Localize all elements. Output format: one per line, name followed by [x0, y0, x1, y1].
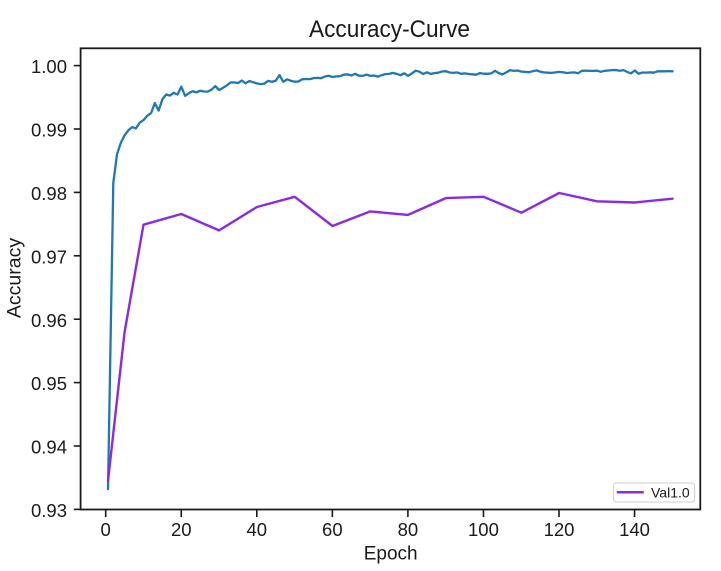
svg-text:80: 80 — [398, 519, 419, 540]
svg-text:40: 40 — [247, 519, 268, 540]
svg-text:120: 120 — [544, 519, 575, 540]
svg-text:0.97: 0.97 — [31, 246, 67, 267]
svg-text:0.99: 0.99 — [31, 120, 67, 141]
svg-text:1.00: 1.00 — [31, 56, 67, 77]
svg-text:0.96: 0.96 — [31, 310, 67, 331]
svg-text:Epoch: Epoch — [364, 544, 418, 565]
svg-text:140: 140 — [619, 519, 650, 540]
svg-text:Accuracy-Curve: Accuracy-Curve — [309, 16, 470, 43]
svg-text:20: 20 — [171, 519, 192, 540]
svg-text:Val1.0: Val1.0 — [651, 485, 690, 501]
svg-text:0.93: 0.93 — [31, 500, 67, 521]
svg-text:0.94: 0.94 — [31, 437, 67, 458]
svg-text:60: 60 — [322, 519, 343, 540]
svg-text:Accuracy: Accuracy — [4, 238, 26, 318]
svg-text:0.98: 0.98 — [31, 183, 67, 204]
svg-text:100: 100 — [468, 519, 499, 540]
svg-text:0: 0 — [101, 519, 111, 540]
svg-text:0.95: 0.95 — [31, 373, 67, 394]
